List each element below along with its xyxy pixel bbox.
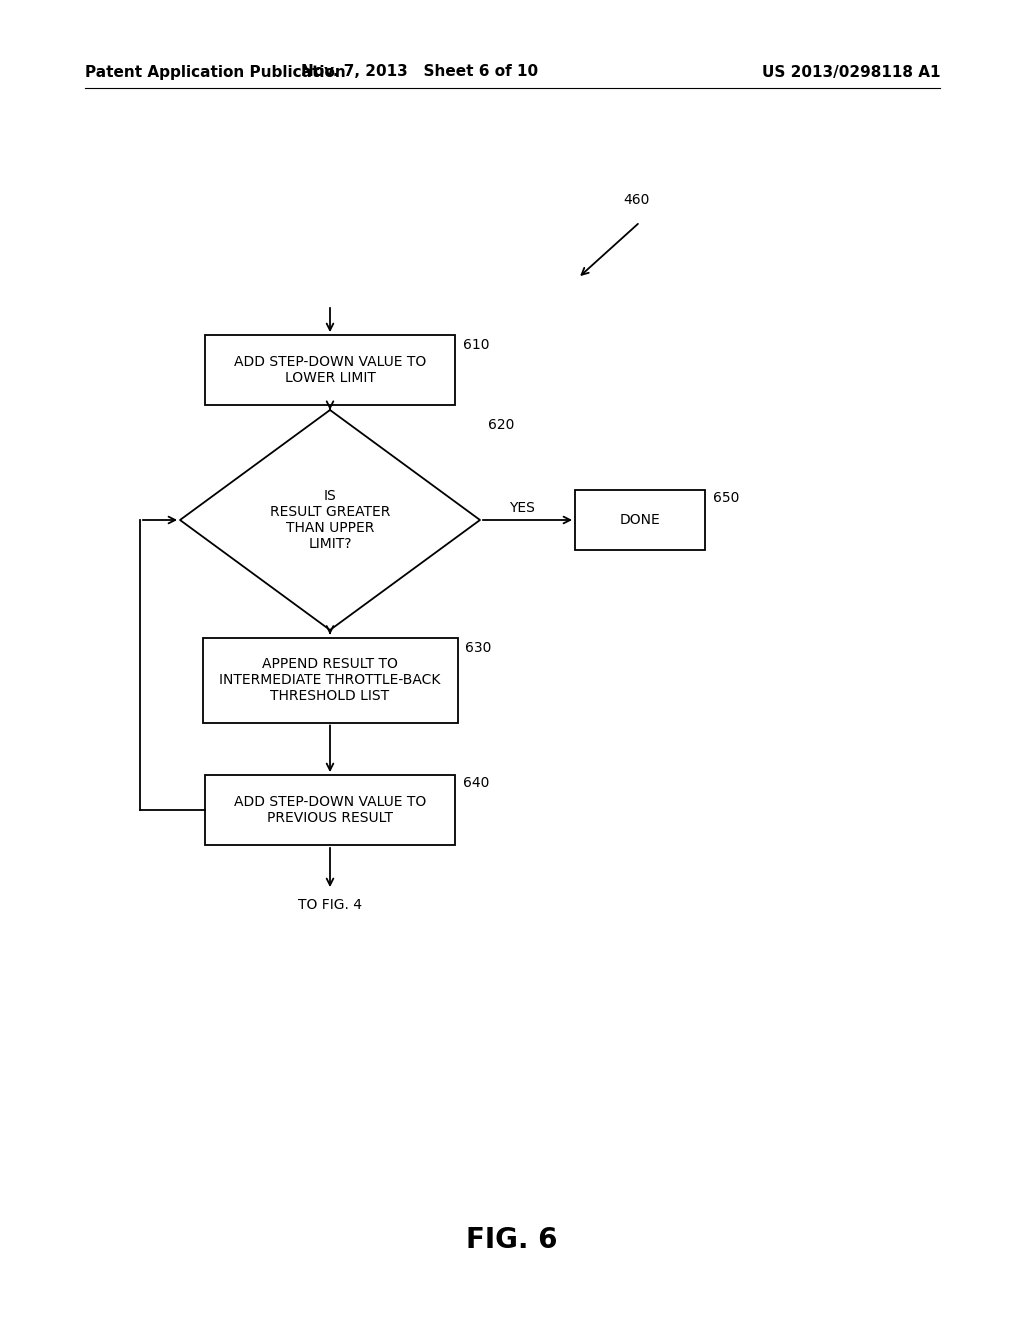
Text: Nov. 7, 2013   Sheet 6 of 10: Nov. 7, 2013 Sheet 6 of 10 [301,65,539,79]
Text: FIG. 6: FIG. 6 [466,1226,558,1254]
Text: TO FIG. 4: TO FIG. 4 [298,898,362,912]
Bar [205,335,455,405]
Text: DONE: DONE [620,513,660,527]
Text: 610: 610 [463,338,489,352]
Text: ADD STEP-DOWN VALUE TO
PREVIOUS RESULT: ADD STEP-DOWN VALUE TO PREVIOUS RESULT [233,795,426,825]
Bar [575,490,705,550]
Text: NO: NO [337,645,358,659]
Text: APPEND RESULT TO
INTERMEDIATE THROTTLE-BACK
THRESHOLD LIST: APPEND RESULT TO INTERMEDIATE THROTTLE-B… [219,657,440,704]
Text: US 2013/0298118 A1: US 2013/0298118 A1 [762,65,940,79]
Text: 630: 630 [466,640,492,655]
Text: IS
RESULT GREATER
THAN UPPER
LIMIT?: IS RESULT GREATER THAN UPPER LIMIT? [269,488,390,552]
Text: 460: 460 [623,193,649,207]
Polygon shape [180,411,480,630]
Text: 650: 650 [713,491,739,506]
Text: ADD STEP-DOWN VALUE TO
LOWER LIMIT: ADD STEP-DOWN VALUE TO LOWER LIMIT [233,355,426,385]
Bar [203,638,458,722]
Text: Patent Application Publication: Patent Application Publication [85,65,346,79]
Text: 620: 620 [488,418,514,432]
Text: 640: 640 [463,776,489,789]
Bar [205,775,455,845]
Text: YES: YES [510,502,536,515]
